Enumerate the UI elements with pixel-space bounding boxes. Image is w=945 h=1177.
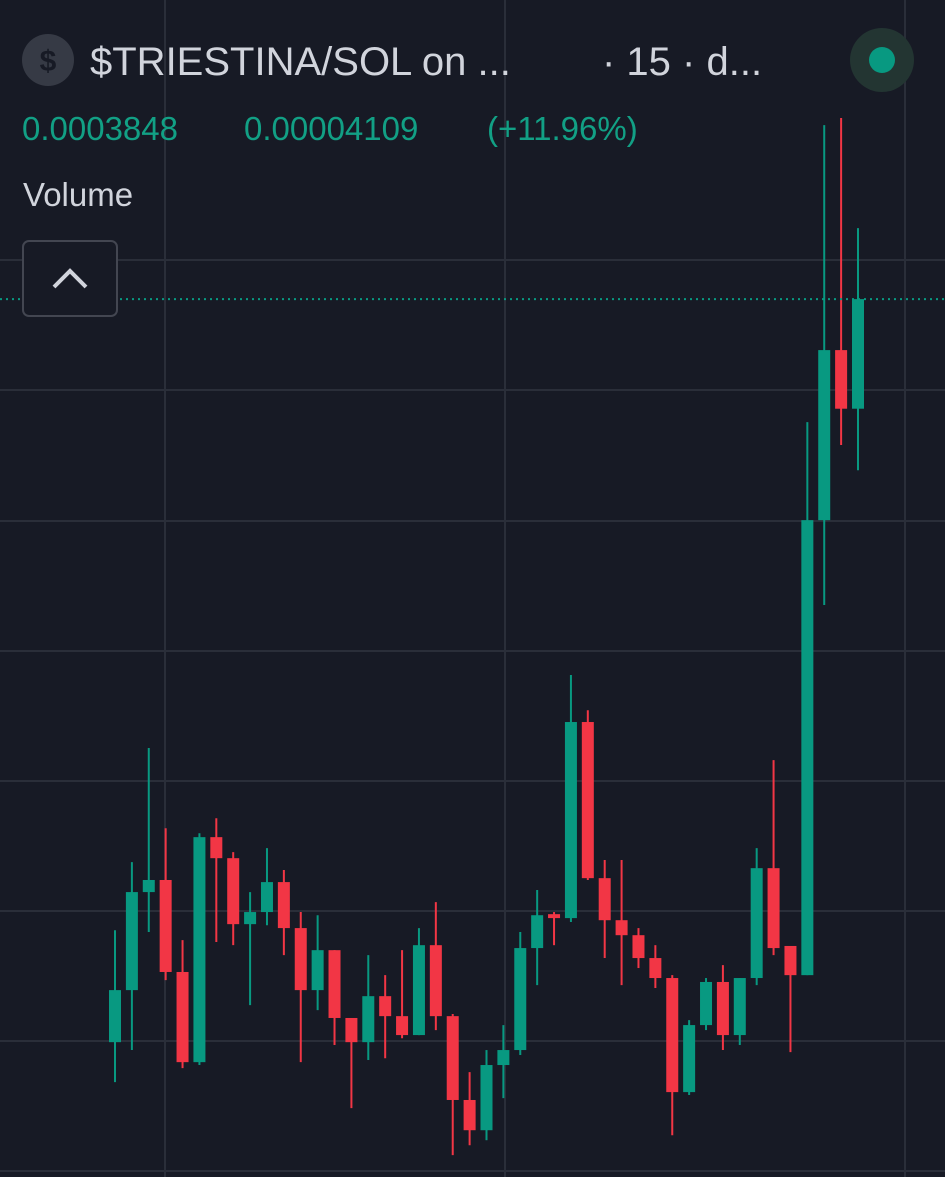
candle-body [345, 1017, 358, 1043]
candle-body [700, 981, 713, 1026]
price-change-percent: (+11.96%) [487, 110, 638, 147]
last-price: 0.0003848 [22, 110, 178, 147]
candle-body [429, 945, 442, 1017]
candle-body [125, 892, 138, 991]
candle-body [328, 950, 341, 1018]
candle-body [548, 914, 561, 919]
candle-body [581, 722, 594, 879]
candle-body [210, 837, 223, 859]
candle-body [227, 858, 240, 925]
candle-body [750, 868, 763, 979]
candle-body [649, 958, 662, 979]
candle-body [109, 990, 121, 1043]
candle-body [767, 868, 780, 949]
candle-body [396, 1016, 409, 1036]
candle-body [497, 1050, 510, 1066]
price-change: 0.00004109 [244, 110, 418, 147]
candle-body [531, 915, 544, 949]
candle-body [260, 882, 273, 913]
chart-subtitle: · 15 · d... [602, 40, 762, 84]
candle-body [632, 935, 645, 959]
candle-body [564, 722, 577, 919]
candles [0, 118, 945, 1156]
collapse-button[interactable] [22, 240, 118, 317]
chart-title[interactable]: $TRIESTINA/SOL on ... [90, 40, 511, 84]
candle-body [852, 299, 864, 409]
candle-body [294, 928, 307, 991]
pane-label: Volume [23, 176, 133, 213]
chevron-up-icon [52, 268, 88, 289]
candle-body [311, 950, 324, 991]
candle-body [514, 948, 527, 1051]
candle-body [733, 978, 746, 1036]
candle-body [362, 996, 375, 1043]
symbol-icon [22, 34, 74, 86]
candle-body [412, 945, 425, 1036]
candle-body [615, 920, 628, 936]
candle-body [446, 1016, 459, 1100]
candle-body [835, 350, 848, 409]
candle-body [716, 981, 729, 1036]
symbol-icon-glyph: $ [40, 45, 57, 78]
candle-body [683, 1025, 696, 1093]
candle-body [159, 879, 172, 972]
candle-body [142, 879, 155, 893]
candle-body [818, 350, 831, 521]
candle-body [193, 837, 206, 1063]
candle-body [244, 912, 257, 925]
candle-body [176, 971, 189, 1063]
candle-body [666, 978, 679, 1093]
candle-body [480, 1065, 493, 1131]
candle-body [463, 1099, 476, 1131]
status-dot [869, 47, 895, 73]
candle-body [379, 996, 392, 1017]
candle-body [277, 882, 290, 929]
candle-body [801, 520, 814, 976]
candle-body [784, 945, 797, 976]
candle-body [598, 878, 611, 921]
header: $ $TRIESTINA/SOL on ... · 15 · d... 0.00… [22, 28, 914, 317]
